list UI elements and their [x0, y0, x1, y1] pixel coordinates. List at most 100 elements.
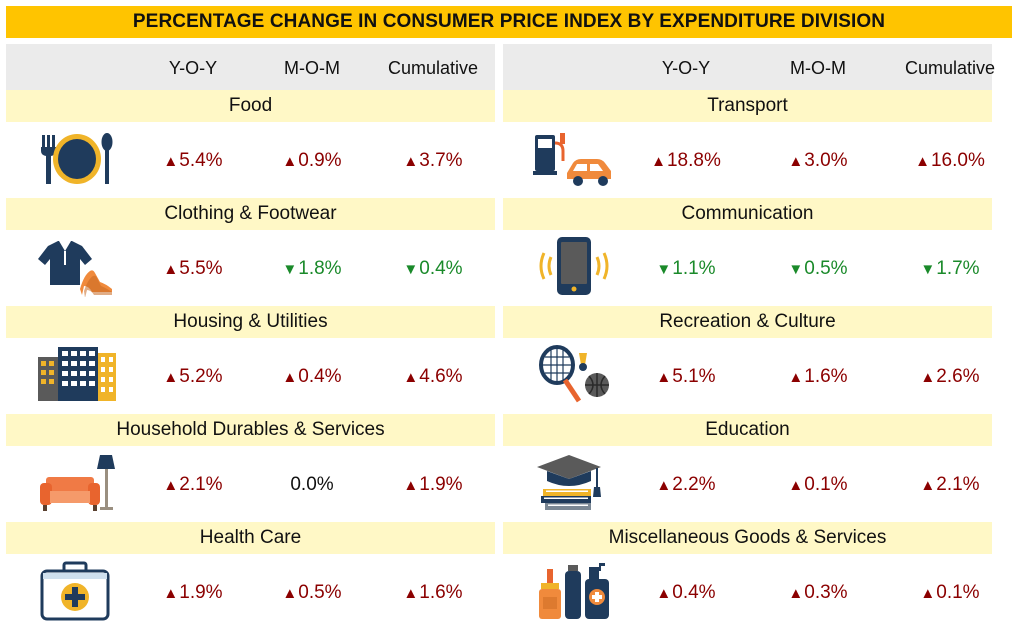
- value-text: 5.5%: [179, 258, 223, 279]
- value-text: 1.6%: [804, 366, 848, 387]
- value-text: 1.9%: [179, 582, 223, 603]
- triangle-up-icon: ▲: [282, 369, 298, 386]
- triangle-up-icon: ▲: [788, 153, 804, 170]
- triangle-up-icon: ▲: [651, 153, 666, 170]
- value-text: 0.4%: [298, 366, 342, 387]
- data-row-communication: ▼1.1% ▼0.5% ▼1.7%: [503, 230, 992, 306]
- category-label-education: Education: [503, 414, 992, 446]
- triangle-up-icon: ▲: [656, 369, 672, 386]
- value-text: 2.1%: [179, 474, 223, 495]
- column-header-cumulative: Cumulative: [904, 58, 996, 78]
- value-yoy-health-care: ▲1.9%: [163, 582, 222, 604]
- column-header-yoy: Y-O-Y: [168, 58, 218, 78]
- chart-title: PERCENTAGE CHANGE IN CONSUMER PRICE INDE…: [6, 6, 1012, 38]
- value-text: 3.0%: [804, 150, 848, 171]
- value-mom-transport: ▲3.0%: [788, 150, 847, 172]
- right-panel: Y-O-Y M-O-M Cumulative Transport ▲18.8% ▲3…: [503, 44, 996, 630]
- cosmetics-bottles-icon: [533, 561, 615, 621]
- value-text: 16.0%: [930, 150, 985, 171]
- value-text: 0.9%: [298, 150, 342, 171]
- value-text: 0.5%: [298, 582, 342, 603]
- value-cumulative-communication: ▼1.7%: [920, 258, 979, 280]
- value-yoy-housing-and-utilities: ▲5.2%: [163, 366, 222, 388]
- value-mom-food: ▲0.9%: [282, 150, 341, 172]
- category-label-housing-and-utilities: Housing & Utilities: [6, 306, 495, 338]
- value-text: 2.6%: [936, 366, 980, 387]
- triangle-up-icon: ▲: [403, 477, 419, 494]
- triangle-down-icon: ▼: [403, 261, 419, 278]
- triangle-up-icon: ▲: [282, 585, 298, 602]
- triangle-down-icon: ▼: [282, 261, 298, 278]
- value-text: 2.2%: [672, 474, 716, 495]
- value-text: 1.8%: [298, 258, 342, 279]
- value-text: 1.7%: [936, 258, 980, 279]
- triangle-up-icon: ▲: [920, 585, 936, 602]
- shirt-heels-icon: [36, 237, 118, 298]
- value-cumulative-miscellaneous-goods-and-services: ▲0.1%: [920, 582, 979, 604]
- triangle-up-icon: ▲: [163, 369, 179, 386]
- data-row-clothing-and-footwear: ▲5.5% ▼1.8% ▼0.4%: [6, 230, 495, 306]
- left-panel: Y-O-Y M-O-M Cumulative Food ▲5.4% ▲0.9% ▲3.…: [6, 44, 495, 630]
- category-label-food: Food: [6, 90, 495, 122]
- sofa-lamp-icon: [36, 453, 118, 513]
- value-text: 0.5%: [804, 258, 848, 279]
- value-cumulative-health-care: ▲1.6%: [403, 582, 462, 604]
- buildings-icon: [36, 345, 118, 405]
- value-yoy-food: ▲5.4%: [163, 150, 222, 172]
- fuel-pump-car-icon: [533, 129, 615, 189]
- value-yoy-household-durables-and-services: ▲2.1%: [163, 474, 222, 496]
- first-aid-kit-icon: [36, 561, 118, 621]
- value-text: 4.6%: [419, 366, 463, 387]
- value-cumulative-household-durables-and-services: ▲1.9%: [403, 474, 462, 496]
- triangle-up-icon: ▲: [915, 153, 930, 170]
- column-header-yoy: Y-O-Y: [661, 58, 711, 78]
- value-text: 0.3%: [804, 582, 848, 603]
- data-row-education: ▲ 2.2% ▲0.1% ▲2.1%: [503, 446, 992, 522]
- category-label-household-durables-and-services: Household Durables & Services: [6, 414, 495, 446]
- value-yoy-clothing-and-footwear: ▲5.5%: [163, 258, 222, 280]
- triangle-up-icon: ▲: [403, 153, 419, 170]
- phone-vibrate-icon: [533, 237, 615, 297]
- triangle-down-icon: ▼: [920, 261, 936, 278]
- category-label-communication: Communication: [503, 198, 992, 230]
- value-text: 5.1%: [672, 366, 716, 387]
- triangle-down-icon: ▼: [788, 261, 804, 278]
- graduation-cap-books-icon: [533, 453, 615, 513]
- column-header-cumulative: Cumulative: [387, 58, 479, 78]
- value-mom-communication: ▼0.5%: [788, 258, 847, 280]
- value-yoy-communication: ▼1.1%: [656, 258, 715, 280]
- triangle-up-icon: ▲: [788, 585, 804, 602]
- value-text: 5.4%: [179, 150, 223, 171]
- category-label-health-care: Health Care: [6, 522, 495, 554]
- value-text: 0.1%: [936, 582, 980, 603]
- column-header-row: Y-O-Y M-O-M Cumulative: [503, 44, 996, 90]
- value-cumulative-transport: ▲16.0%: [915, 150, 985, 172]
- value-text: 18.8%: [666, 150, 721, 171]
- triangle-up-icon: ▲: [163, 261, 179, 278]
- triangle-up-icon: ▲: [163, 477, 179, 494]
- data-row-food: ▲5.4% ▲0.9% ▲3.7%: [6, 122, 495, 198]
- value-mom-education: ▲0.1%: [788, 474, 847, 496]
- value-text: 1.6%: [419, 582, 463, 603]
- triangle-up-icon: ▲: [403, 585, 419, 602]
- value-cumulative-education: ▲2.1%: [920, 474, 979, 496]
- column-header-row: Y-O-Y M-O-M Cumulative: [6, 44, 495, 90]
- data-row-transport: ▲18.8% ▲3.0% ▲16.0%: [503, 122, 992, 198]
- triangle-up-icon: ▲: [163, 153, 179, 170]
- category-label-miscellaneous-goods-and-services: Miscellaneous Goods & Services: [503, 522, 992, 554]
- category-label-recreation-and-culture: Recreation & Culture: [503, 306, 992, 338]
- triangle-up-icon: ▲: [788, 477, 804, 494]
- plate-cutlery-icon: [36, 129, 118, 189]
- triangle-up-icon: ▲: [788, 369, 804, 386]
- value-cumulative-recreation-and-culture: ▲2.6%: [920, 366, 979, 388]
- category-label-clothing-and-footwear: Clothing & Footwear: [6, 198, 495, 230]
- value-text: 2.1%: [936, 474, 980, 495]
- value-text: 1.1%: [672, 258, 716, 279]
- column-header-mom: M-O-M: [790, 58, 846, 78]
- triangle-down-icon: ▼: [656, 261, 672, 278]
- data-row-household-durables-and-services: ▲2.1% 0.0% ▲1.9%: [6, 446, 495, 522]
- value-text: 0.1%: [804, 474, 848, 495]
- data-row-miscellaneous-goods-and-services: ▲0.4% ▲0.3% ▲0.1%: [503, 554, 992, 630]
- value-mom-health-care: ▲0.5%: [282, 582, 341, 604]
- value-yoy-miscellaneous-goods-and-services: ▲0.4%: [656, 582, 715, 604]
